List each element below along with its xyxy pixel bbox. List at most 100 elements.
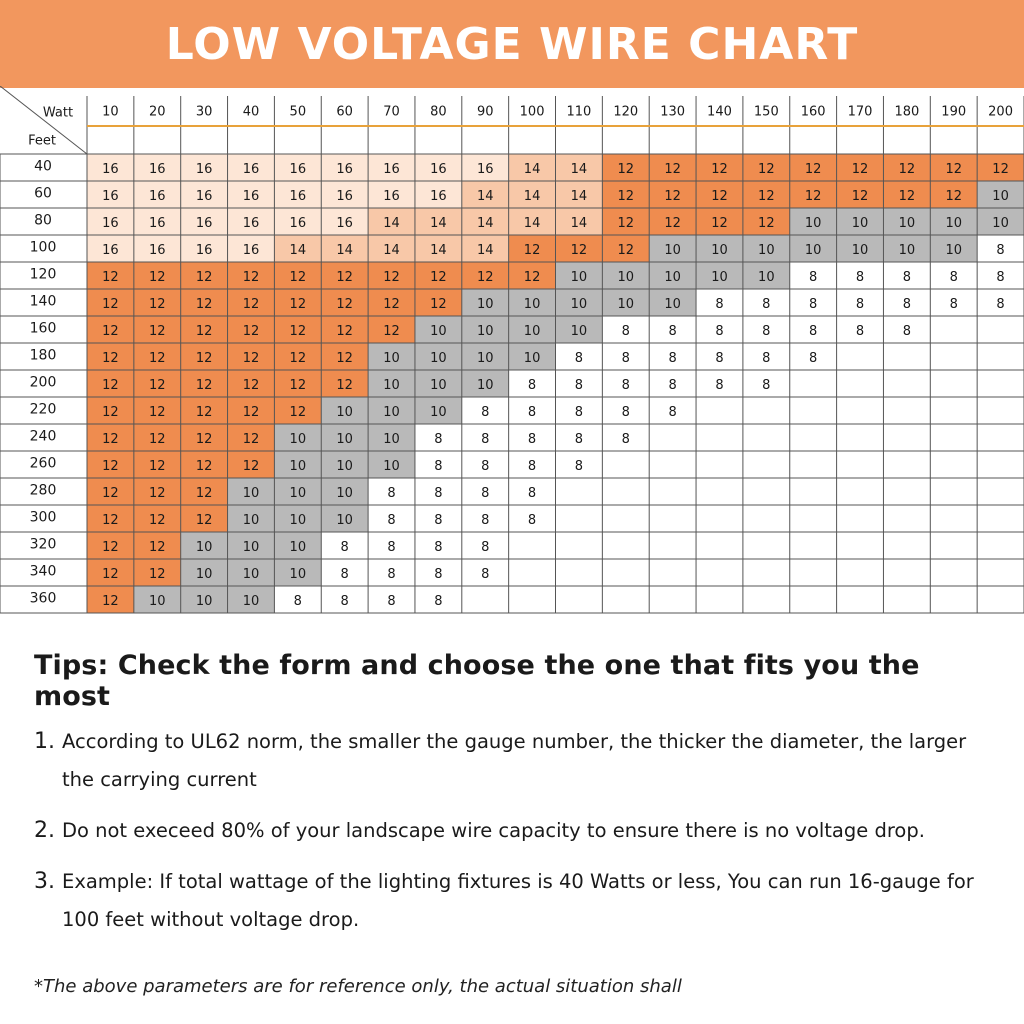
gauge-cell xyxy=(649,343,697,370)
gauge-value: 12 xyxy=(336,351,353,366)
gauge-value: 8 xyxy=(481,405,489,420)
gauge-cell xyxy=(227,208,275,235)
gauge-value: 8 xyxy=(622,378,630,393)
watt-header: 130 xyxy=(660,105,685,120)
gauge-value: 12 xyxy=(196,432,213,447)
gauge-cell xyxy=(227,181,275,208)
gauge-value: 12 xyxy=(149,459,166,474)
gauge-cell xyxy=(414,478,462,505)
gauge-cell xyxy=(883,505,931,532)
gauge-cell xyxy=(883,262,931,289)
gauge-value: 12 xyxy=(336,324,353,339)
gauge-cell xyxy=(508,289,556,316)
tip-text: According to UL62 norm, the smaller the … xyxy=(62,730,967,791)
gauge-value: 8 xyxy=(762,297,770,312)
feet-label: 80 xyxy=(34,213,52,229)
gauge-value: 12 xyxy=(196,513,213,528)
gauge-value: 10 xyxy=(430,378,447,393)
gauge-cell xyxy=(696,586,743,613)
gauge-value: 8 xyxy=(622,405,630,420)
gauge-value: 8 xyxy=(856,270,864,285)
gauge-value: 12 xyxy=(664,216,681,231)
gauge-value: 8 xyxy=(434,486,442,501)
gauge-value: 8 xyxy=(387,513,395,528)
tip-item: 1. According to UL62 norm, the smaller t… xyxy=(34,726,994,799)
gauge-value: 14 xyxy=(383,243,400,258)
gauge-cell xyxy=(368,478,415,505)
gauge-cell xyxy=(977,451,1024,478)
watt-header: 140 xyxy=(707,105,732,120)
gauge-value: 10 xyxy=(758,243,775,258)
gauge-cell xyxy=(602,343,650,370)
gauge-value: 16 xyxy=(149,216,166,231)
gauge-cell xyxy=(321,343,369,370)
gauge-cell xyxy=(274,343,322,370)
gauge-cell xyxy=(602,559,650,586)
gauge-value: 16 xyxy=(196,189,213,204)
gauge-value: 8 xyxy=(434,594,442,609)
gauge-cell xyxy=(836,397,884,424)
gauge-cell xyxy=(227,289,275,316)
gauge-cell xyxy=(227,343,275,370)
gauge-value: 8 xyxy=(481,459,489,474)
gauge-value: 8 xyxy=(387,567,395,582)
gauge-cell xyxy=(789,208,837,235)
gauge-cell xyxy=(133,505,181,532)
gauge-cell xyxy=(555,208,603,235)
gauge-value: 8 xyxy=(575,432,583,447)
chart-title: LOW VOLTAGE WIRE CHART xyxy=(165,18,859,70)
gauge-value: 12 xyxy=(945,162,962,177)
gauge-value: 8 xyxy=(715,297,723,312)
gauge-value: 8 xyxy=(341,540,349,555)
gauge-value: 8 xyxy=(528,432,536,447)
gauge-value: 12 xyxy=(196,270,213,285)
gauge-cell xyxy=(930,343,978,370)
gauge-cell xyxy=(977,586,1024,613)
feet-corner-label: Feet xyxy=(28,134,56,149)
gauge-cell xyxy=(414,370,462,397)
gauge-cell xyxy=(836,451,884,478)
gauge-cell xyxy=(977,181,1024,208)
gauge-cell xyxy=(180,505,228,532)
feet-label: 120 xyxy=(30,267,57,283)
gauge-cell xyxy=(789,532,837,559)
gauge-value: 12 xyxy=(711,162,728,177)
gauge-cell xyxy=(321,181,369,208)
gauge-cell xyxy=(836,208,884,235)
gauge-value: 12 xyxy=(618,162,635,177)
gauge-value: 14 xyxy=(524,216,541,231)
corner-diagonal xyxy=(0,86,88,155)
tip-number: 3. xyxy=(34,869,55,894)
gauge-value: 12 xyxy=(149,378,166,393)
gauge-value: 8 xyxy=(903,270,911,285)
gauge-cell xyxy=(649,154,697,181)
gauge-cell xyxy=(883,181,931,208)
gauge-cell xyxy=(414,235,462,262)
gauge-value: 14 xyxy=(524,162,541,177)
gauge-cell xyxy=(649,424,697,451)
gauge-value: 12 xyxy=(992,162,1009,177)
gauge-cell xyxy=(274,559,322,586)
gauge-value: 10 xyxy=(383,459,400,474)
tip-number: 1. xyxy=(34,729,55,754)
gauge-value: 12 xyxy=(571,243,588,258)
gauge-cell xyxy=(368,235,415,262)
gauge-cell xyxy=(977,316,1024,343)
gauge-value: 12 xyxy=(243,270,260,285)
gauge-cell xyxy=(180,532,228,559)
gauge-cell xyxy=(274,505,322,532)
watt-header: 70 xyxy=(383,105,400,120)
gauge-cell xyxy=(930,505,978,532)
gauge-value: 10 xyxy=(618,270,635,285)
watt-header: 170 xyxy=(848,105,873,120)
gauge-cell xyxy=(883,478,931,505)
gauge-cell xyxy=(977,505,1024,532)
gauge-cell xyxy=(461,451,509,478)
gauge-value: 10 xyxy=(383,405,400,420)
gauge-value: 8 xyxy=(668,324,676,339)
gauge-value: 8 xyxy=(809,297,817,312)
gauge-value: 16 xyxy=(336,162,353,177)
gauge-cell xyxy=(555,478,603,505)
gauge-cell xyxy=(508,478,556,505)
gauge-value: 10 xyxy=(477,297,494,312)
